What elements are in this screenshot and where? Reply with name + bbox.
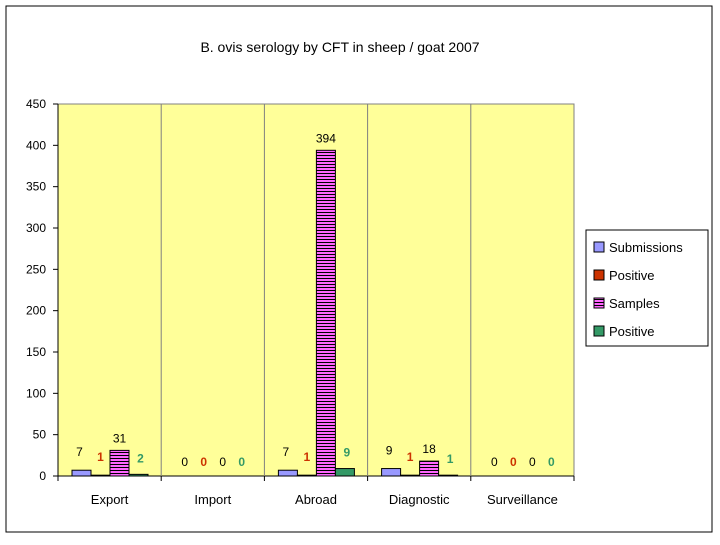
- legend-swatch: [593, 241, 605, 253]
- data-label: 9: [386, 444, 393, 458]
- legend-label: Positive: [609, 324, 655, 339]
- data-label: 2: [137, 451, 144, 465]
- x-tick-label: Diagnostic: [389, 492, 450, 507]
- chart-title: B. ovis serology by CFT in sheep / goat …: [200, 39, 479, 55]
- y-tick-label: 350: [26, 180, 46, 194]
- data-label: 18: [422, 442, 436, 456]
- data-label: 7: [76, 445, 83, 459]
- bar: [128, 473, 149, 477]
- legend-box: [585, 229, 709, 347]
- data-label: 0: [510, 455, 517, 469]
- bar: [109, 449, 130, 477]
- data-label: 0: [181, 455, 188, 469]
- y-tick-label: 50: [33, 428, 47, 442]
- y-tick-label: 300: [26, 221, 46, 235]
- data-label: 31: [113, 431, 127, 445]
- x-tick-label: Import: [194, 492, 231, 507]
- bar: [296, 474, 317, 477]
- y-tick-label: 150: [26, 345, 46, 359]
- legend-swatch: [593, 325, 605, 337]
- legend-label: Samples: [609, 296, 660, 311]
- x-tick-label: Export: [91, 492, 129, 507]
- bar: [90, 474, 111, 477]
- bar: [400, 474, 421, 477]
- bar: [315, 149, 336, 477]
- y-tick-label: 250: [26, 262, 46, 276]
- data-label: 0: [238, 455, 245, 469]
- x-tick-label: Abroad: [295, 492, 337, 507]
- data-label: 1: [407, 450, 414, 464]
- y-tick-label: 450: [26, 97, 46, 111]
- data-label: 0: [491, 455, 498, 469]
- data-label: 7: [283, 445, 290, 459]
- data-label: 0: [548, 455, 555, 469]
- data-label: 1: [97, 450, 104, 464]
- bar: [71, 469, 92, 477]
- bar: [334, 468, 355, 477]
- y-tick-label: 400: [26, 138, 46, 152]
- data-label: 0: [219, 455, 226, 469]
- bar: [277, 469, 298, 477]
- bar: [419, 460, 440, 477]
- legend-label: Positive: [609, 268, 655, 283]
- x-tick-label: Surveillance: [487, 492, 558, 507]
- y-tick-label: 100: [26, 386, 46, 400]
- data-label: 394: [316, 131, 336, 145]
- legend-label: Submissions: [609, 240, 683, 255]
- data-label: 9: [344, 446, 351, 460]
- legend-swatch: [593, 297, 605, 309]
- bar: [438, 474, 459, 477]
- legend: Submissions Positive Samples Positive: [585, 229, 709, 347]
- legend-swatch: [593, 269, 605, 281]
- data-label: 1: [304, 450, 311, 464]
- data-label: 0: [200, 455, 207, 469]
- data-label: 0: [529, 455, 536, 469]
- y-tick-label: 200: [26, 304, 46, 318]
- data-label: 1: [447, 452, 454, 466]
- bar: [381, 468, 402, 477]
- y-tick-label: 0: [39, 469, 46, 483]
